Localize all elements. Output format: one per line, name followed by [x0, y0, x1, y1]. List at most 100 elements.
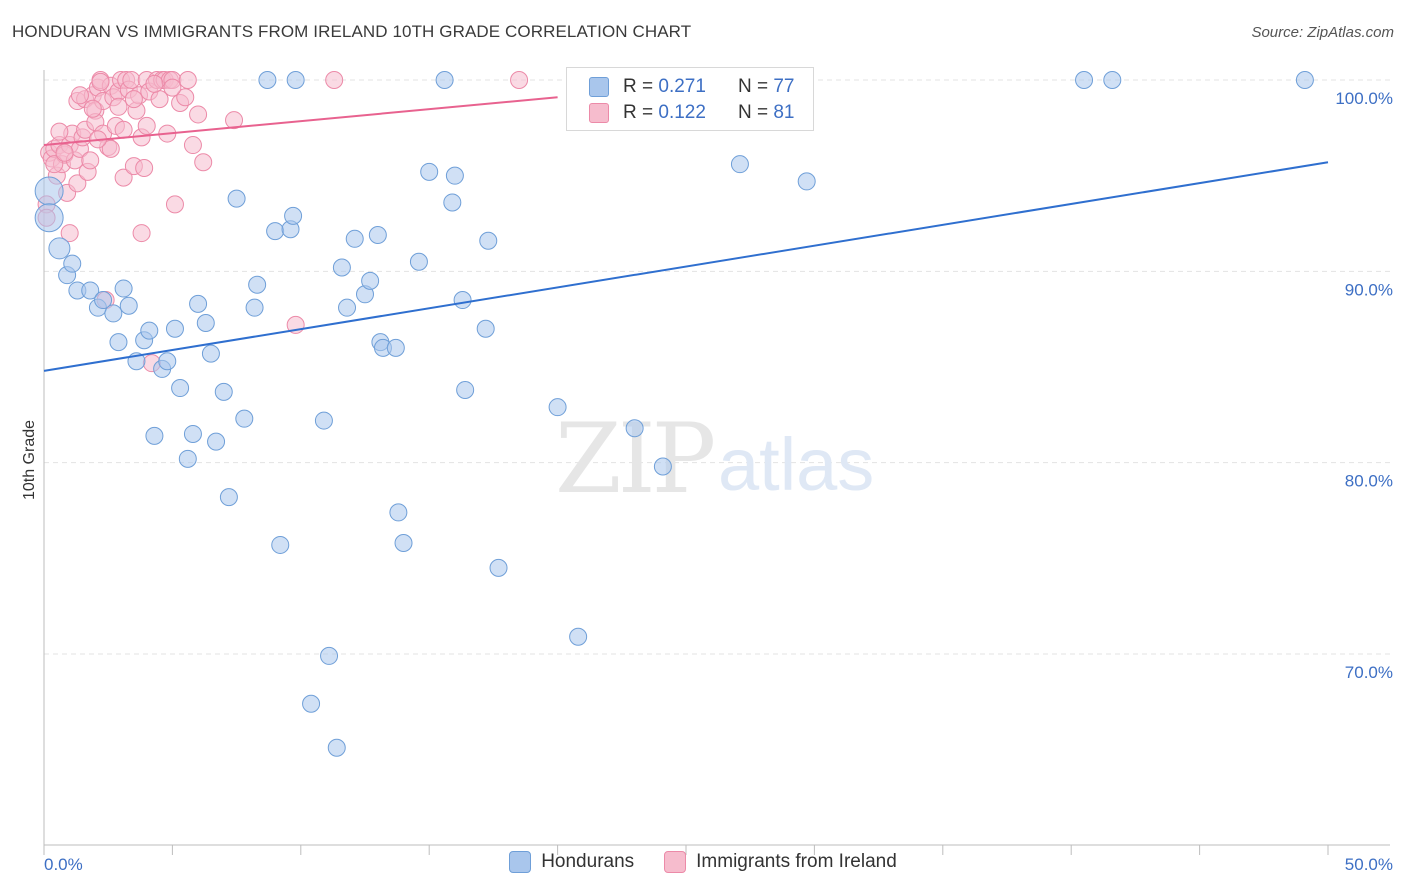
legend-swatch-pink [589, 103, 609, 123]
chart-title: HONDURAN VS IMMIGRANTS FROM IRELAND 10TH… [12, 22, 692, 41]
tick-labels: 100.0% 90.0% 80.0% 70.0% 0.0% 50.0% [44, 89, 1393, 874]
point-hondurans [345, 229, 364, 248]
y-tick-label: 90.0% [1345, 280, 1393, 299]
point-hondurans [389, 503, 408, 522]
point-hondurans [109, 333, 128, 352]
point-hondurans [189, 294, 208, 313]
x-tick-label: 50.0% [1345, 855, 1393, 874]
bottom-legend-swatch-pink [664, 851, 687, 873]
point-hondurans [34, 176, 64, 206]
point-hondurans [489, 558, 508, 577]
point-hondurans [286, 71, 305, 89]
point-hondurans [158, 352, 177, 371]
point-hondurans [258, 71, 277, 89]
point-immigrants-from-ireland [60, 224, 79, 243]
point-hondurans [145, 426, 164, 445]
point-immigrants-from-ireland [70, 86, 89, 105]
legend-n-value-2: 81 [773, 102, 795, 123]
point-immigrants-from-ireland [183, 136, 202, 155]
point-hondurans [409, 252, 428, 271]
bottom-legend-ireland[interactable]: Immigrants from Ireland [664, 851, 897, 873]
watermark: ZIP atlas [555, 403, 874, 515]
point-hondurans [178, 449, 197, 468]
legend-n-label: N = [737, 102, 769, 123]
point-hondurans [227, 189, 246, 208]
point-immigrants-from-ireland [81, 151, 100, 170]
point-hondurans [1075, 71, 1094, 89]
legend-n-value-1: 77 [773, 76, 795, 97]
gridlines [44, 79, 1390, 655]
series-immigrants-from-ireland [37, 71, 529, 373]
point-hondurans [548, 398, 567, 417]
point-hondurans [386, 338, 405, 357]
point-hondurans [435, 71, 454, 89]
point-hondurans [302, 694, 321, 713]
point-hondurans [63, 254, 82, 273]
point-hondurans [196, 313, 215, 332]
point-hondurans [476, 319, 495, 338]
legend-r-label: R = [623, 102, 654, 123]
point-hondurans [114, 279, 133, 298]
point-immigrants-from-ireland [109, 97, 128, 116]
point-hondurans [284, 206, 303, 225]
bottom-legend-label-ireland: Immigrants from Ireland [696, 851, 897, 872]
point-immigrants-from-ireland [68, 174, 87, 193]
legend-row-hondurans: R = 0.271 N = 77 [589, 76, 794, 98]
point-hondurans [171, 379, 190, 398]
point-hondurans [625, 419, 644, 438]
point-immigrants-from-ireland [45, 155, 64, 174]
point-immigrants-from-ireland [225, 111, 244, 130]
point-hondurans [797, 172, 816, 191]
point-hondurans [207, 432, 226, 451]
y-tick-label: 70.0% [1345, 663, 1393, 682]
point-immigrants-from-ireland [178, 71, 197, 89]
point-hondurans [266, 222, 285, 241]
point-immigrants-from-ireland [189, 105, 208, 124]
point-immigrants-from-ireland [124, 90, 143, 109]
point-immigrants-from-ireland [325, 71, 344, 89]
legend-swatch-blue [589, 77, 609, 97]
series-hondurans [34, 71, 1314, 757]
point-hondurans [183, 424, 202, 443]
point-hondurans [314, 411, 333, 430]
point-hondurans [368, 225, 387, 244]
point-hondurans [653, 457, 672, 476]
bottom-legend-swatch-blue [509, 851, 532, 873]
point-immigrants-from-ireland [114, 120, 133, 139]
point-immigrants-from-ireland [132, 224, 151, 243]
point-immigrants-from-ireland [165, 195, 184, 214]
point-hondurans [453, 291, 472, 310]
point-hondurans [361, 271, 380, 290]
trend-line-immigrants-from-ireland [43, 96, 558, 147]
legend-row-ireland: R = 0.122 N = 81 [589, 102, 794, 124]
trend-line-hondurans [43, 161, 1329, 372]
legend-n-label: N = [737, 76, 769, 97]
point-hondurans [338, 298, 357, 317]
point-immigrants-from-ireland [83, 99, 102, 118]
point-immigrants-from-ireland [101, 139, 120, 158]
point-hondurans [235, 409, 254, 428]
bottom-legend-hondurans[interactable]: Hondurans [509, 851, 634, 873]
point-immigrants-from-ireland [122, 71, 141, 89]
point-hondurans [394, 534, 413, 553]
point-hondurans [569, 627, 588, 646]
y-axis-label: 10th Grade [21, 420, 38, 500]
point-immigrants-from-ireland [194, 153, 213, 172]
point-hondurans [214, 382, 233, 401]
point-hondurans [104, 304, 123, 323]
point-immigrants-from-ireland [145, 74, 164, 93]
point-hondurans [420, 162, 439, 181]
trend-lines [43, 96, 1329, 372]
point-immigrants-from-ireland [114, 168, 133, 187]
y-tick-label: 100.0% [1335, 89, 1393, 108]
point-hondurans [456, 380, 475, 399]
point-hondurans [48, 237, 71, 260]
point-hondurans [730, 155, 749, 174]
point-hondurans [34, 203, 64, 233]
point-hondurans [248, 275, 267, 294]
point-immigrants-from-ireland [163, 78, 182, 97]
point-immigrants-from-ireland [135, 159, 154, 178]
point-hondurans [165, 319, 184, 338]
legend-r-value-2: 0.122 [658, 102, 706, 123]
